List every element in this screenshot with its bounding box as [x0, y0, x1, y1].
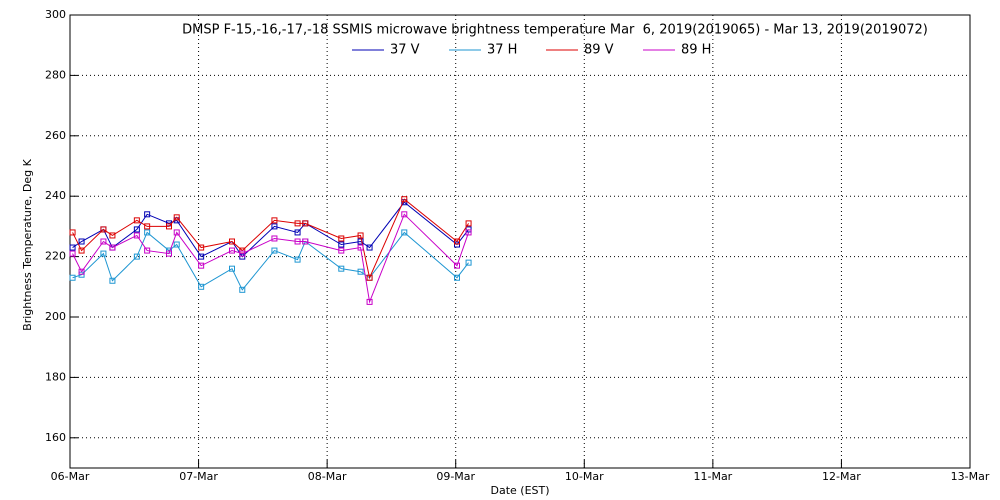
point-marker: [465, 229, 472, 236]
legend-label: 89 V: [584, 43, 614, 58]
point-marker: [109, 277, 116, 284]
y-tick-label: 200: [45, 310, 66, 323]
point-marker: [338, 241, 345, 248]
legend-label: 89 H: [681, 43, 711, 58]
series-line: [72, 231, 469, 291]
point-marker: [465, 226, 472, 233]
x-tick-label: 12-Mar: [822, 470, 861, 483]
y-tick-label: 180: [45, 370, 66, 383]
point-marker: [198, 262, 205, 269]
point-marker: [133, 217, 140, 224]
point-marker: [100, 250, 107, 257]
point-marker: [294, 220, 301, 227]
y-tick-label: 300: [45, 8, 66, 21]
point-marker: [109, 244, 116, 251]
point-marker: [166, 223, 172, 230]
y-tick-label: 220: [45, 250, 66, 263]
x-tick-label: 08-Mar: [308, 470, 347, 483]
point-marker: [465, 259, 472, 266]
point-marker: [229, 265, 235, 272]
point-marker: [229, 247, 235, 254]
point-marker: [229, 238, 235, 245]
y-tick-label: 280: [45, 68, 66, 81]
point-marker: [166, 250, 172, 257]
point-marker: [239, 250, 246, 257]
point-marker: [144, 229, 151, 236]
point-marker: [109, 232, 116, 239]
point-marker: [294, 229, 301, 236]
point-marker: [366, 298, 373, 305]
point-marker: [465, 220, 472, 227]
point-marker: [239, 286, 246, 293]
point-marker: [173, 214, 180, 221]
point-marker: [454, 262, 460, 269]
x-tick-label: 07-Mar: [179, 470, 218, 483]
point-marker: [173, 241, 180, 248]
point-marker: [454, 238, 460, 245]
y-tick-label: 240: [45, 189, 66, 202]
point-marker: [133, 253, 140, 260]
point-marker: [198, 253, 205, 260]
point-marker: [294, 238, 301, 245]
point-marker: [401, 211, 408, 218]
point-marker: [69, 250, 76, 257]
point-marker: [133, 226, 140, 233]
series-line: [72, 201, 469, 258]
point-marker: [78, 247, 85, 254]
point-marker: [69, 244, 76, 251]
y-axis-label: Brightness Temperature, Deg K: [21, 158, 34, 330]
y-tick-label: 260: [45, 129, 66, 142]
point-marker: [357, 268, 364, 275]
point-marker: [78, 238, 85, 245]
y-tick-label: 160: [45, 431, 66, 444]
x-tick-label: 13-Mar: [951, 470, 990, 483]
point-marker: [366, 244, 373, 251]
point-marker: [144, 223, 151, 230]
point-marker: [338, 247, 345, 254]
point-marker: [198, 244, 205, 251]
x-axis-label: Date (EST): [490, 484, 549, 497]
chart-title: DMSP F-15,-16,-17,-18 SSMIS microwave br…: [182, 23, 928, 38]
point-marker: [173, 229, 180, 236]
point-marker: [271, 247, 278, 254]
x-tick-label: 11-Mar: [693, 470, 732, 483]
point-marker: [302, 220, 309, 227]
series-line: [72, 198, 469, 280]
plot-frame: [69, 14, 971, 469]
x-tick-label: 06-Mar: [51, 470, 90, 483]
point-marker: [302, 238, 309, 245]
series-line: [72, 213, 470, 304]
point-marker: [401, 229, 408, 236]
point-marker: [78, 268, 85, 275]
legend-label: 37 H: [487, 43, 517, 58]
point-marker: [401, 196, 408, 203]
point-marker: [198, 283, 205, 290]
point-marker: [271, 217, 278, 224]
point-marker: [144, 247, 151, 254]
point-marker: [69, 274, 76, 281]
point-marker: [271, 223, 278, 230]
x-tick-label: 09-Mar: [436, 470, 475, 483]
point-marker: [133, 232, 140, 239]
point-marker: [357, 238, 364, 245]
point-marker: [144, 211, 151, 218]
point-marker: [100, 226, 107, 233]
point-marker: [338, 235, 345, 242]
point-marker: [366, 274, 373, 281]
legend-label: 37 V: [390, 43, 420, 58]
point-marker: [100, 238, 107, 245]
point-marker: [338, 265, 345, 272]
point-marker: [454, 274, 460, 281]
point-marker: [69, 229, 76, 236]
point-marker: [294, 256, 301, 263]
point-marker: [357, 232, 364, 239]
point-marker: [357, 244, 364, 251]
x-tick-label: 10-Mar: [565, 470, 604, 483]
point-marker: [271, 235, 278, 242]
